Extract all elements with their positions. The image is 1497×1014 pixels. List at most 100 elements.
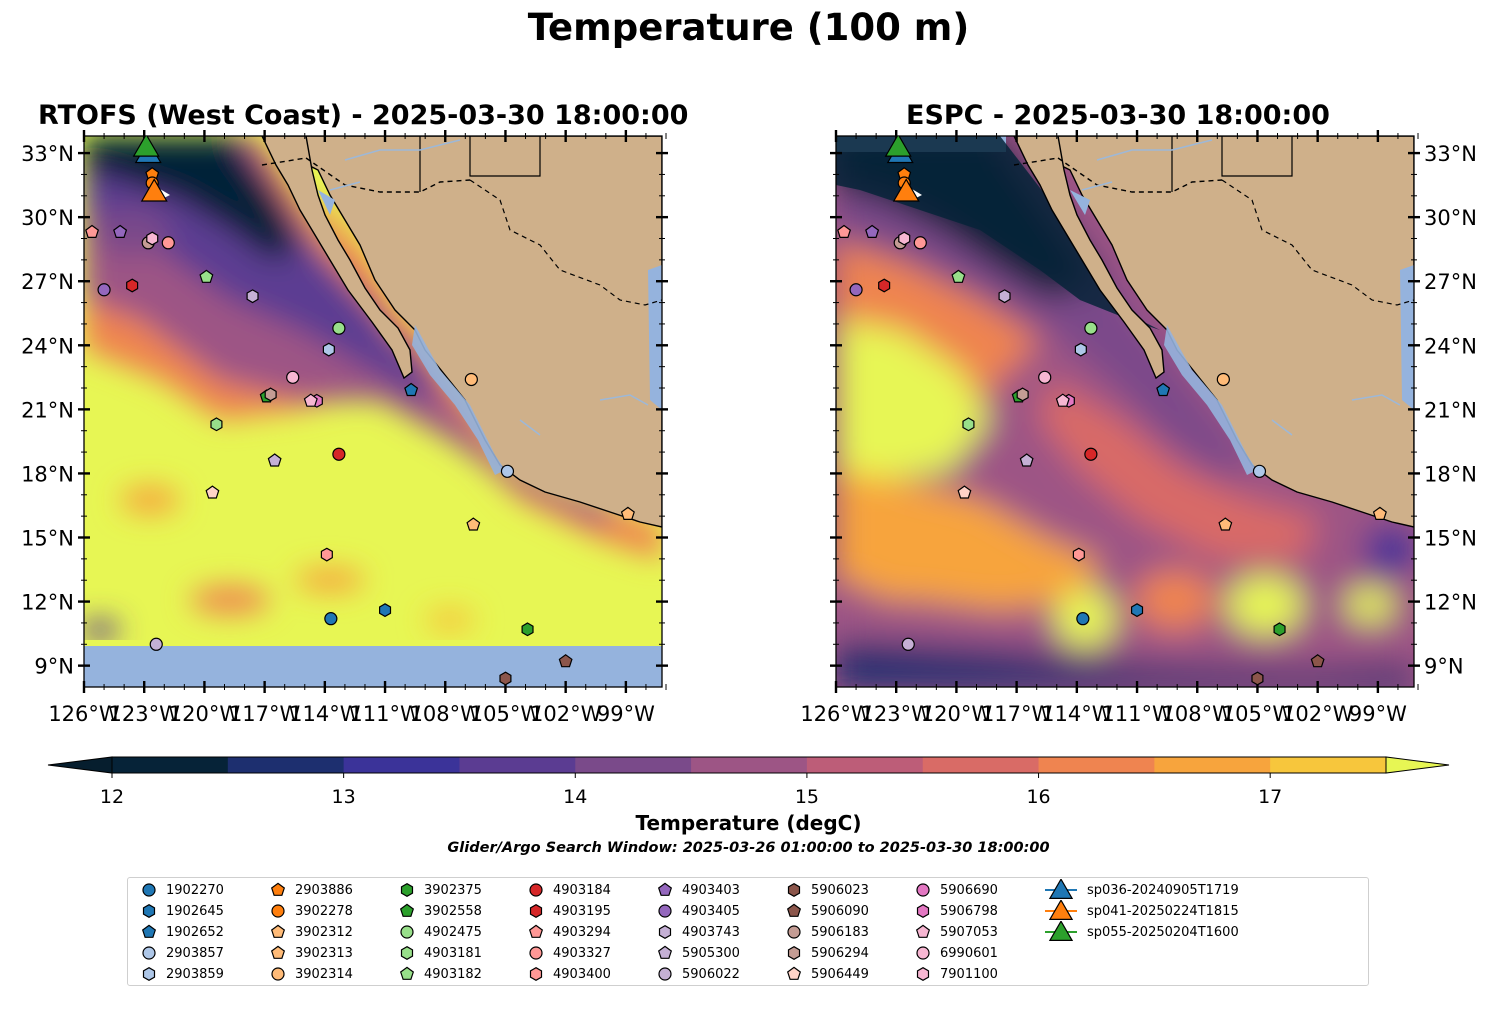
float-4903182-marker [199,269,214,283]
legend-label: 4903195 [553,903,611,919]
lat-tick-label: 24°N [1424,334,1477,358]
lat-tick-label: 30°N [21,206,74,230]
international-border [261,157,471,193]
colorbar-tick-label: 13 [332,786,356,808]
legend-hexagon-icon [529,904,543,918]
legend-label: 1902645 [166,903,224,919]
float-sp041-20250224T1815-marker [892,178,920,202]
legend-pentagon-icon [786,966,802,980]
float-7901100-marker [898,231,911,246]
legend-item-4903405: 4903405 [656,901,740,921]
lat-tick-label: 21°N [1424,398,1477,422]
lon-tick-label: 108°W [1162,702,1234,726]
lat-tick-label: 27°N [21,270,74,294]
float-4903405-marker [97,283,111,297]
float-5906090-marker [558,654,573,668]
float-3902313-marker [466,517,481,531]
legend-label: 1902652 [166,924,224,940]
legend-pentagon-icon [915,924,931,938]
legend-item-5906183: 5906183 [785,922,869,942]
legend-marker-icon [142,883,156,897]
float-3902375-marker [521,622,534,637]
legend-item-3902278: 3902278 [269,901,353,921]
legend-item-4903181: 4903181 [398,943,482,963]
float-3902313-marker [1218,517,1233,531]
lat-tick-label: 15°N [21,527,74,551]
legend-item-4903403: 4903403 [656,880,740,900]
lat-tick-label: 12°N [21,591,74,615]
legend-item-3902314: 3902314 [269,964,353,984]
float-4903294-marker [85,224,100,238]
legend-marker-icon [916,946,930,960]
lat-tick-label: 12°N [1424,591,1477,615]
legend-circle-icon [916,883,930,897]
float-sp055-20250204T1600-marker [132,136,160,157]
float-4903400-marker [1072,547,1085,562]
lon-tick-label: 111°W [1101,702,1173,726]
legend-triangle-icon [1048,879,1074,899]
float-4903327-marker [913,236,927,250]
float-sp041-20250224T1815-marker [140,178,168,202]
legend-item-5906690: 5906690 [914,880,998,900]
lon-tick-label: 99°W [597,702,655,726]
legend-marker-icon [399,966,415,980]
us-state-borders [419,136,541,192]
lon-tick-label: 111°W [349,702,421,726]
legend-item-5906449: 5906449 [785,964,869,984]
legend-label: 5906023 [811,882,869,898]
legend-item-5905300: 5905300 [656,943,740,963]
float-4903181-marker [210,417,223,432]
float-4902475-marker [332,321,346,335]
float-1902270-marker [1076,612,1090,626]
lon-tick-label: 123°W [109,702,181,726]
legend-hexagon-icon [142,967,156,981]
float-5906022-marker [149,637,163,651]
legend-marker-icon [400,925,414,939]
legend-item-7901100: 7901100 [914,964,998,984]
legend-item-sp055-20250204T1600: sp055-20250204T1600 [1043,921,1239,942]
legend-marker-icon [400,946,414,960]
colorbar-under-extension [47,756,113,774]
legend-label: 3902558 [424,903,482,919]
legend-hexagon-icon [787,883,801,897]
legend-label: sp041-20250224T1815 [1087,903,1239,919]
legend-item-4903182: 4903182 [398,964,482,984]
float-4903184-marker [332,447,346,461]
legend-item-sp041-20250224T1815: sp041-20250224T1815 [1043,900,1239,921]
legend-marker-icon [529,967,543,981]
float-5906449-marker [205,485,220,499]
float-6990601-marker [1038,370,1052,384]
legend-label: 4903327 [553,945,611,961]
legend-hexagon-icon [787,946,801,960]
colorbar-tick-label: 15 [795,786,819,808]
legend-marker-icon [529,883,543,897]
legend-label: 3902312 [295,924,353,940]
colorbar-segment [1038,757,1155,773]
legend-label: 4903184 [553,882,611,898]
lon-tick-label: 117°W [981,702,1053,726]
float-1902652-marker [404,382,419,397]
float-5907053-marker [1055,393,1070,407]
legend-marker-icon [1045,900,1077,920]
legend-hexagon-icon [916,904,930,918]
legend-item-sp036-20240905T1719: sp036-20240905T1719 [1043,879,1239,900]
legend-label: 4903294 [553,924,611,940]
float-5906022-marker [901,637,915,651]
legend-item-5906798: 5906798 [914,901,998,921]
float-2903857-marker [1252,464,1267,478]
legend-circle-icon [658,904,672,918]
float-4903294-marker [837,224,852,238]
rtofs-float-markers [85,136,635,686]
legend-pentagon-icon [528,924,544,938]
colorbar-tick-label: 14 [563,786,587,808]
legend-label: 4902475 [424,924,482,940]
legend-hexagon-icon [529,967,543,981]
espc-float-markers [837,136,1387,686]
legend-item-3902313: 3902313 [269,943,353,963]
legend-label: 4903403 [682,882,740,898]
float-3902375-marker [1273,622,1286,637]
legend-marker-icon [399,903,415,917]
float-3902312-marker [620,506,635,521]
float-5906294-marker [1016,387,1029,402]
